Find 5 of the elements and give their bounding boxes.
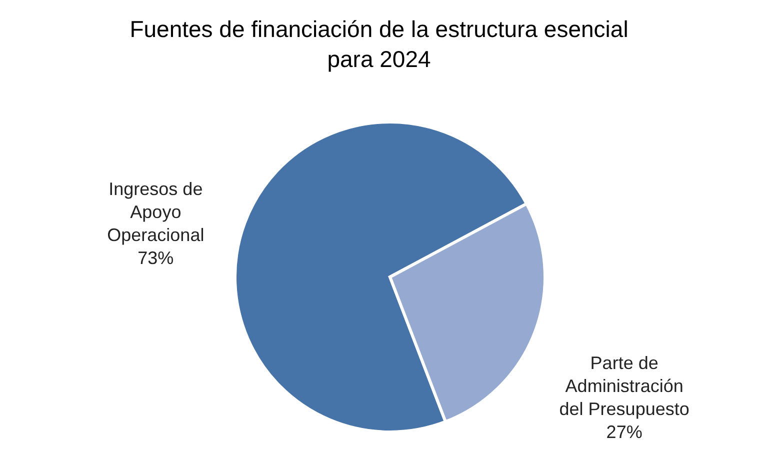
data-label: 73% bbox=[138, 248, 174, 268]
slice-label: Parte de Administración del Presupuesto bbox=[559, 353, 690, 420]
chart-title: Fuentes de financiación de la estructura esencial para 2024 bbox=[130, 16, 628, 72]
slice-label: Ingresos de Apoyo Operacional bbox=[107, 178, 204, 245]
data-label: 27% bbox=[606, 422, 642, 442]
